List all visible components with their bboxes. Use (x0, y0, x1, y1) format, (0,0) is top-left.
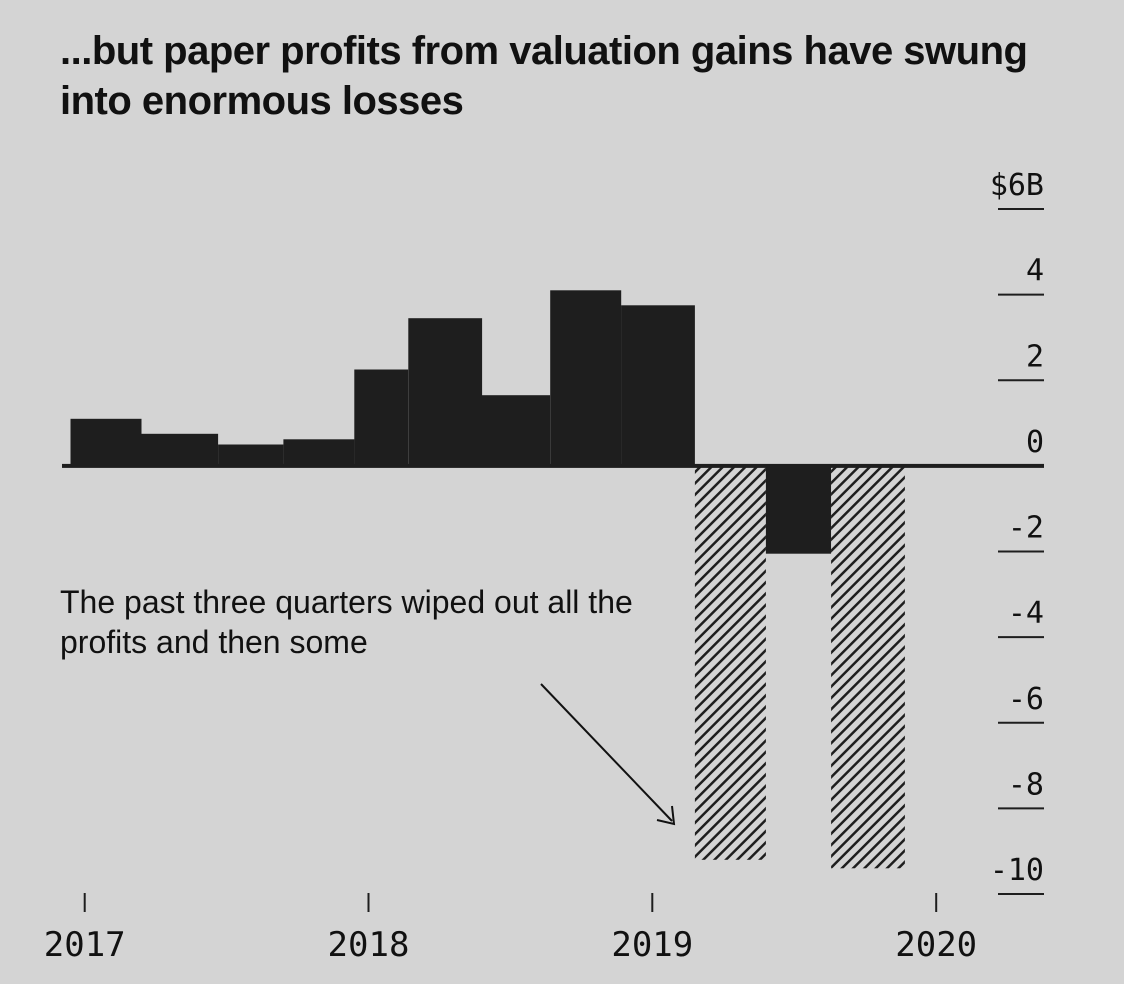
annotation-arrow-shaft (540, 683, 673, 822)
zero-baseline (62, 463, 1044, 468)
annotation-arrow-head (656, 805, 676, 826)
bar-hatched-12 (831, 465, 905, 869)
bar-1 (70, 418, 142, 466)
x-axis: 2017 2018 2019 2020 (44, 893, 977, 965)
annotation-arrow-layer (540, 683, 676, 826)
bar-8 (550, 290, 622, 466)
x-tick-label: 2019 (611, 925, 693, 965)
y-tick-label: -6 (1008, 682, 1044, 717)
y-tick-label: -2 (1008, 511, 1044, 546)
x-tick-label: 2017 (44, 925, 126, 965)
y-tick-label: 0 (1026, 425, 1044, 460)
bar-2 (141, 433, 219, 466)
y-tick-label: -8 (1008, 767, 1044, 802)
bars-layer (70, 290, 905, 869)
y-tick-label: -4 (1008, 596, 1044, 631)
x-tick-label: 2020 (895, 925, 977, 965)
bar-7 (482, 395, 551, 466)
y-tick-label: 2 (1026, 339, 1044, 374)
y-tick-label: $6B (990, 168, 1044, 203)
bar-4 (283, 439, 355, 466)
bar-11 (765, 465, 832, 554)
bar-3 (218, 444, 284, 466)
bar-hatched-10 (694, 465, 766, 860)
x-tick-label: 2018 (328, 925, 410, 965)
y-tick-label: -10 (990, 853, 1044, 888)
y-tick-label: 4 (1026, 254, 1044, 289)
zero-line-layer (62, 463, 1044, 468)
bar-5 (354, 369, 409, 466)
bar-9 (621, 305, 695, 466)
chart-title: ...but paper profits from valuation gain… (60, 29, 1028, 123)
y-axis: $6B 4 2 0 -2 -4 -6 -8 -10 (990, 168, 1044, 895)
bar-6 (408, 318, 483, 466)
annotation-text: The past three quarters wiped out all th… (60, 584, 633, 660)
